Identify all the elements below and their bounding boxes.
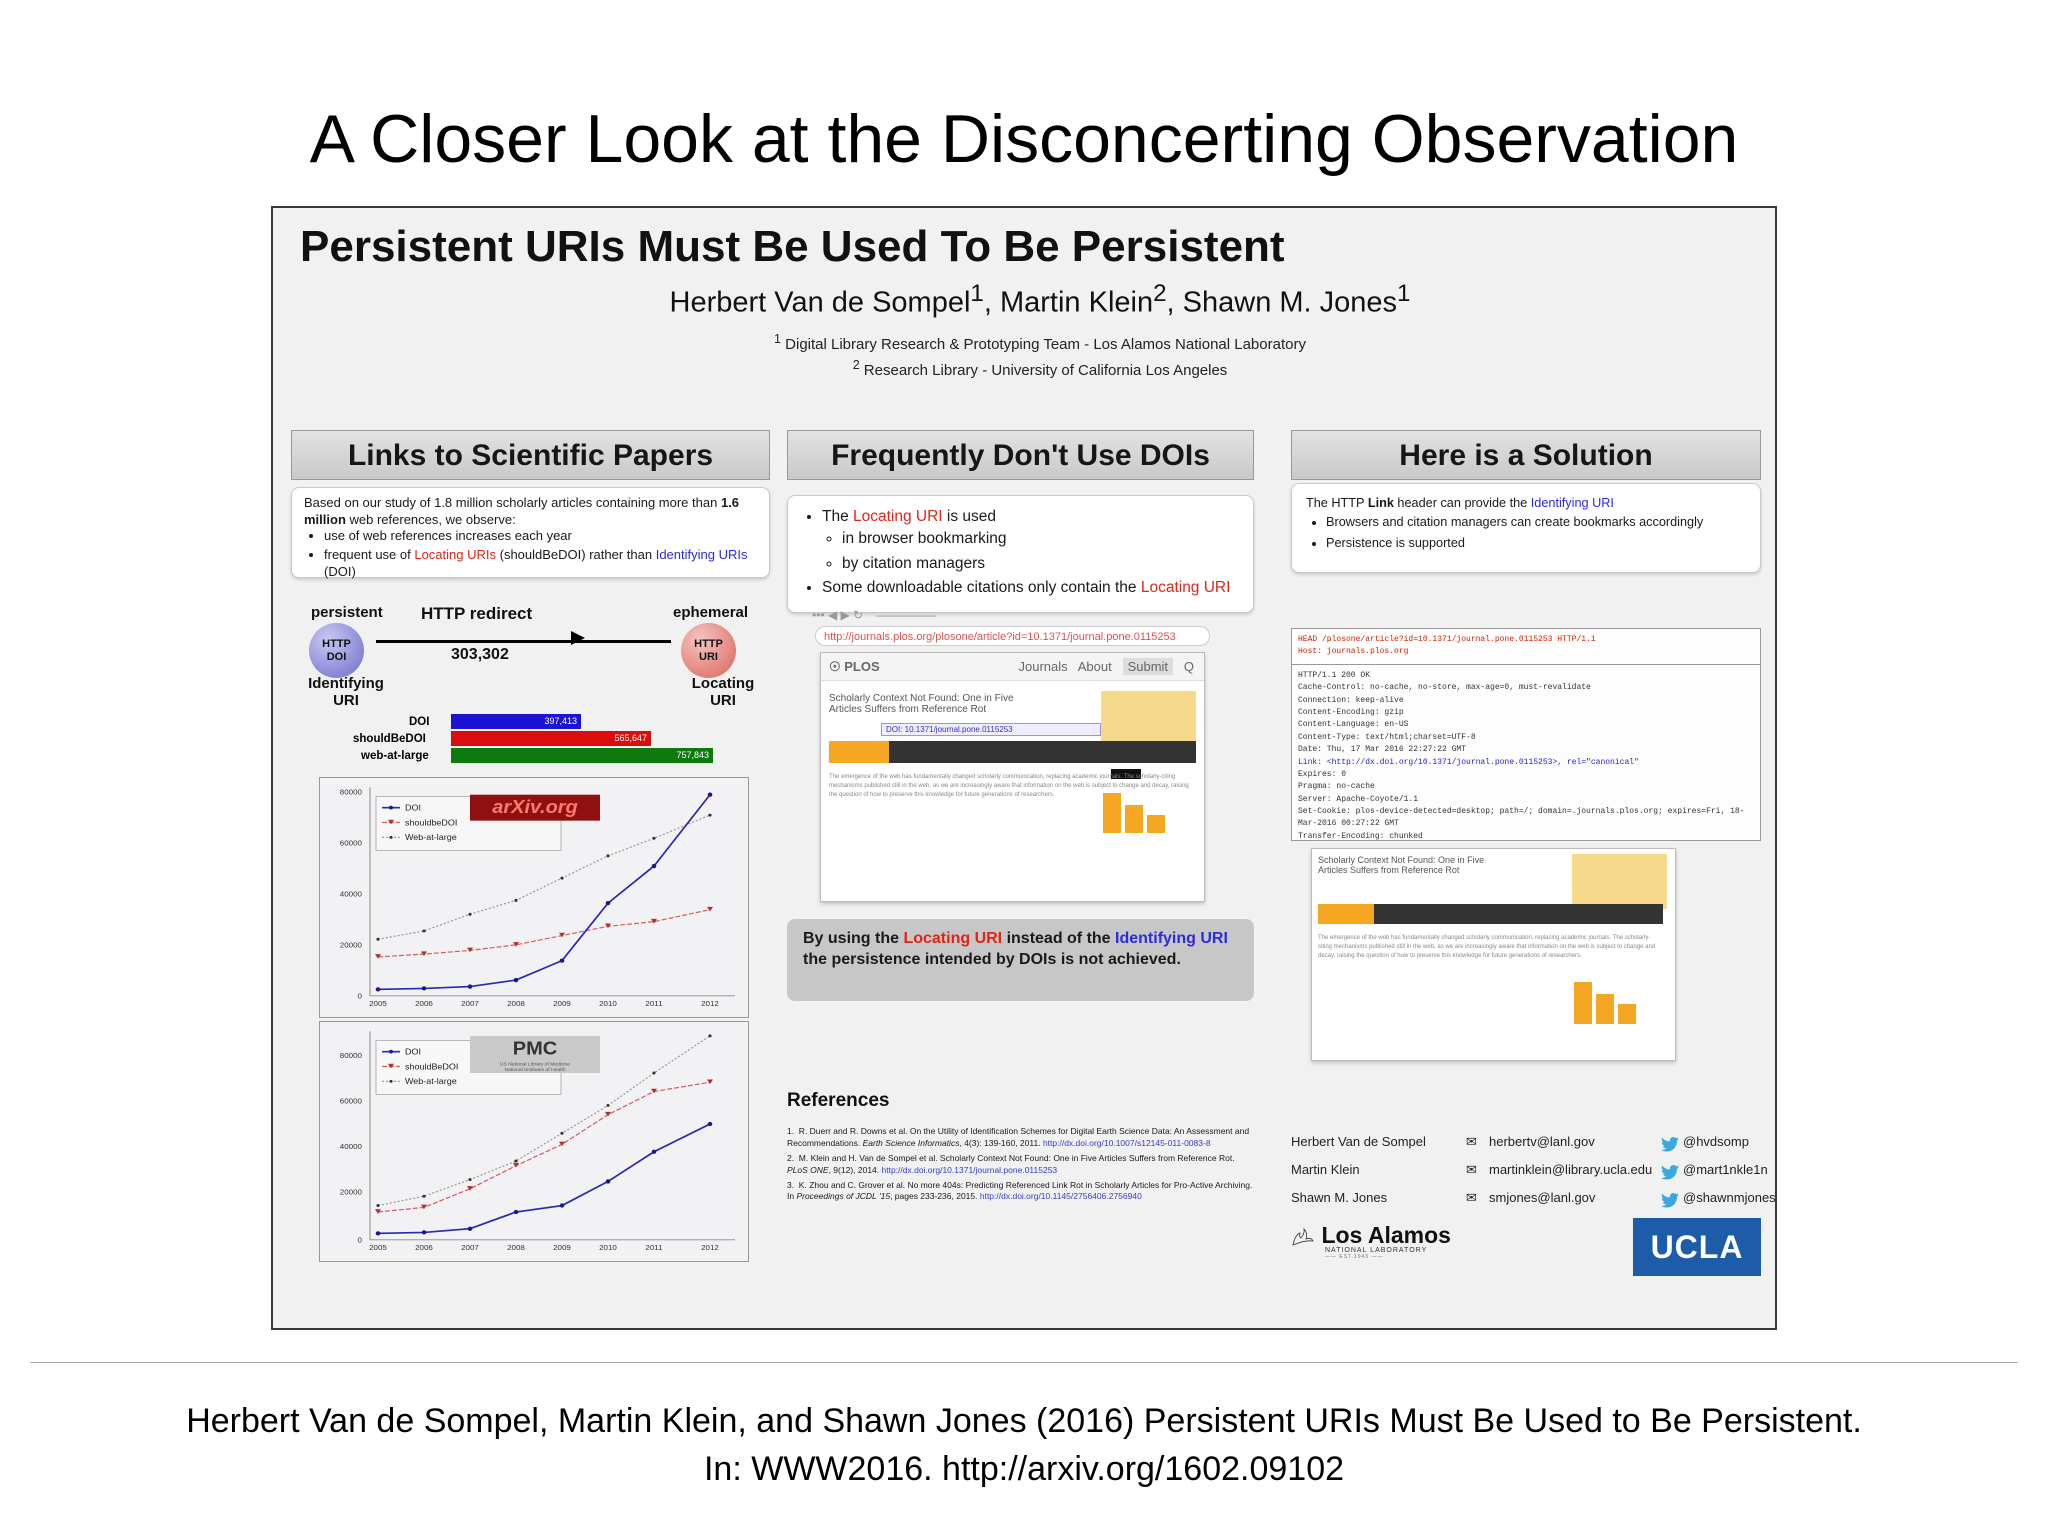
svg-text:2008: 2008 xyxy=(507,999,525,1008)
svg-text:DOI: DOI xyxy=(405,1047,421,1057)
svg-text:60000: 60000 xyxy=(340,839,362,848)
svg-text:2012: 2012 xyxy=(701,999,719,1008)
svg-text:Web-at-large: Web-at-large xyxy=(405,832,457,842)
svg-text:shouldbeDOI: shouldbeDOI xyxy=(405,818,457,828)
svg-text:2011: 2011 xyxy=(645,999,662,1008)
svg-text:2011: 2011 xyxy=(645,1243,662,1252)
svg-text:2009: 2009 xyxy=(553,1243,571,1252)
svg-text:2005: 2005 xyxy=(369,1243,387,1252)
svg-text:80000: 80000 xyxy=(340,788,362,797)
svg-text:PMC: PMC xyxy=(513,1039,557,1059)
svg-text:20000: 20000 xyxy=(340,941,362,950)
svg-text:National Institutes of Health: National Institutes of Health xyxy=(504,1067,565,1073)
svg-text:Web-at-large: Web-at-large xyxy=(405,1076,457,1086)
svg-text:shouldBeDOI: shouldBeDOI xyxy=(405,1062,458,1072)
svg-text:80000: 80000 xyxy=(340,1051,362,1060)
svg-text:60000: 60000 xyxy=(340,1097,362,1106)
svg-text:2008: 2008 xyxy=(507,1243,525,1252)
svg-text:2007: 2007 xyxy=(461,999,479,1008)
svg-text:2010: 2010 xyxy=(599,999,617,1008)
svg-text:2010: 2010 xyxy=(599,1243,617,1252)
svg-text:20000: 20000 xyxy=(340,1188,362,1197)
svg-text:2012: 2012 xyxy=(701,1243,719,1252)
svg-text:0: 0 xyxy=(358,992,362,1001)
svg-text:DOI: DOI xyxy=(405,803,421,813)
svg-text:2005: 2005 xyxy=(369,999,387,1008)
svg-text:arXiv.org: arXiv.org xyxy=(492,798,578,818)
svg-text:40000: 40000 xyxy=(340,1142,362,1151)
svg-text:2006: 2006 xyxy=(415,999,433,1008)
svg-text:US National Library of Medicin: US National Library of Medicine xyxy=(500,1062,571,1068)
svg-text:40000: 40000 xyxy=(340,890,362,899)
svg-text:2006: 2006 xyxy=(415,1243,433,1252)
svg-text:0: 0 xyxy=(358,1236,362,1245)
svg-text:2007: 2007 xyxy=(461,1243,479,1252)
svg-text:2009: 2009 xyxy=(553,999,571,1008)
